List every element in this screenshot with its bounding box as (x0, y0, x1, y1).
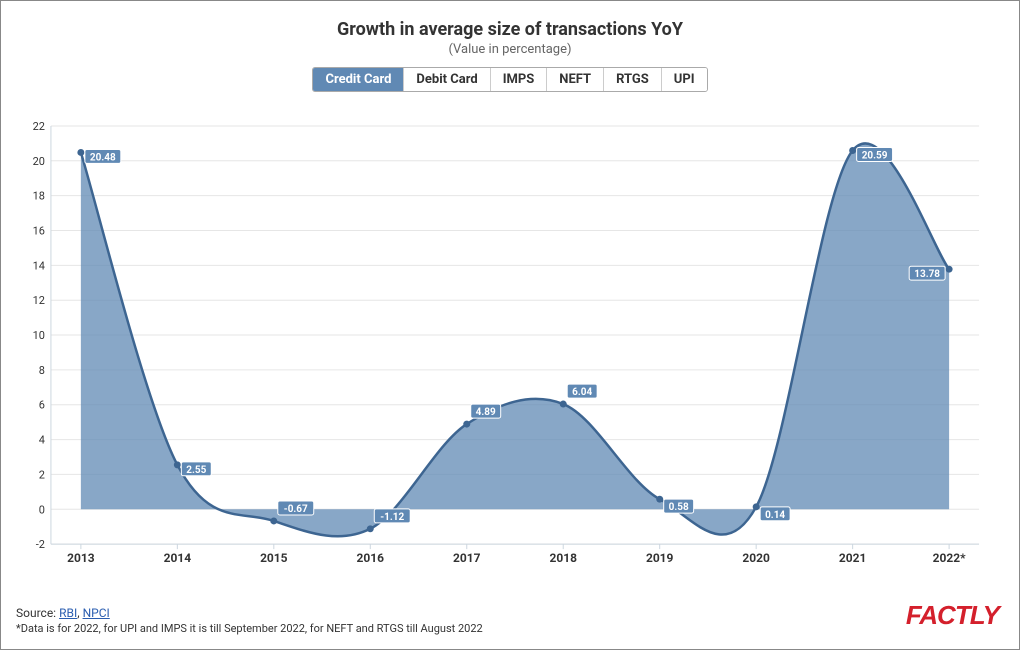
x-tick-label: 2013 (67, 551, 95, 565)
data-label: 0.14 (765, 510, 785, 521)
data-label: -1.12 (380, 512, 404, 523)
tab-imps[interactable]: IMPS (491, 68, 548, 91)
y-tick-label: 22 (33, 120, 45, 133)
x-tick-label: 2020 (742, 551, 770, 565)
data-label: 6.04 (572, 387, 592, 398)
source-line: Source: RBI, NPCI (16, 606, 483, 620)
tab-neft[interactable]: NEFT (547, 68, 604, 91)
y-tick-label: 8 (39, 364, 45, 377)
source-link-npci[interactable]: NPCI (83, 606, 110, 620)
y-tick-label: 4 (39, 434, 45, 447)
area-chart-svg: -2 0 2 4 6 8 10 12 14 16 18 20 22 2013 2014 2015 2016 201… (16, 116, 1004, 574)
x-tick-label: 2014 (164, 551, 192, 565)
y-tick-label: 2 (39, 468, 45, 481)
data-point (367, 525, 374, 532)
tab-upi[interactable]: UPI (662, 68, 707, 91)
data-point (946, 266, 953, 273)
tab-rtgs[interactable]: RTGS (604, 68, 662, 91)
footer: Source: RBI, NPCI *Data is for 2022, for… (16, 606, 483, 635)
y-tick-label: 18 (33, 190, 45, 203)
footnote: *Data is for 2022, for UPI and IMPS it i… (16, 622, 483, 635)
x-tick-label: 2015 (260, 551, 288, 565)
y-tick-label: 6 (39, 399, 45, 412)
chart-title: Growth in average size of transactions Y… (1, 19, 1019, 40)
y-tick-label: 0 (39, 503, 45, 516)
tabs-inner: Credit CardDebit CardIMPSNEFTRTGSUPI (312, 67, 707, 92)
x-tick-label: 2021 (839, 551, 866, 565)
x-tick-label: 2022* (933, 551, 966, 565)
y-tick-label: 12 (33, 294, 45, 307)
area-fill (81, 143, 949, 536)
tab-credit-card[interactable]: Credit Card (313, 68, 404, 91)
y-tick-label: 16 (33, 224, 45, 237)
tab-debit-card[interactable]: Debit Card (404, 68, 490, 91)
data-point (174, 461, 181, 468)
y-tick-label: 20 (33, 155, 45, 168)
data-point (463, 421, 470, 428)
data-point (849, 147, 856, 154)
y-tick-label: 14 (33, 259, 45, 272)
y-tick-label: 10 (33, 329, 45, 342)
data-label: 20.59 (862, 150, 888, 161)
factly-logo: FACTLY (906, 600, 999, 631)
chart-area: -2 0 2 4 6 8 10 12 14 16 18 20 22 2013 2014 2015 2016 201… (16, 116, 1004, 574)
x-tick-label: 2017 (453, 551, 481, 565)
data-point (560, 401, 567, 408)
chart-subtitle: (Value in percentage) (1, 42, 1019, 57)
data-point (270, 517, 277, 524)
source-link-rbi[interactable]: RBI (59, 606, 77, 620)
x-tick-label: 2019 (646, 551, 674, 565)
data-point (656, 496, 663, 503)
data-label: -0.67 (284, 504, 308, 515)
y-tick-label: -2 (36, 538, 45, 551)
data-label: 4.89 (476, 407, 496, 418)
data-label: 20.48 (90, 152, 116, 163)
data-label: 2.55 (186, 465, 206, 476)
x-tick-label: 2016 (357, 551, 385, 565)
data-point (77, 149, 84, 156)
series-tabs: Credit CardDebit CardIMPSNEFTRTGSUPI (1, 67, 1019, 92)
data-label: 13.78 (914, 269, 940, 280)
data-point (753, 503, 760, 510)
source-prefix: Source: (16, 606, 59, 620)
x-tick-label: 2018 (549, 551, 577, 565)
data-label: 0.58 (669, 502, 689, 513)
